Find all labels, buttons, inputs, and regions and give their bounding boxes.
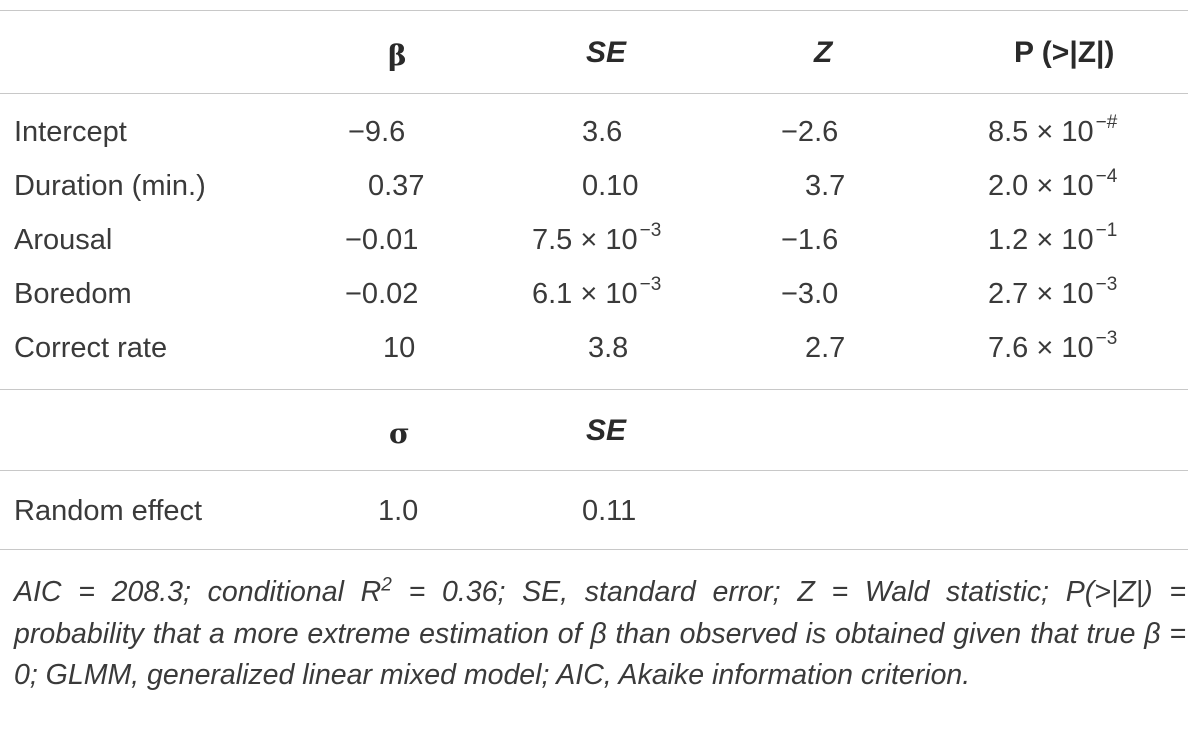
cell-sigma-random-effect: 1.0 — [378, 495, 419, 527]
cell-beta-arousal: −0.01 — [345, 224, 419, 256]
cell-z-boredom: −3.0 — [781, 278, 839, 310]
row-label-arousal: Arousal — [14, 224, 113, 256]
random-header-rule — [0, 470, 1188, 471]
section-rule — [0, 389, 1188, 390]
table-footnote: AIC = 208.3; conditional R2 = 0.36; SE, … — [14, 574, 1186, 692]
row-label-intercept: Intercept — [14, 116, 127, 148]
cell-z-arousal: −1.6 — [781, 224, 839, 256]
cell-beta-duration: 0.37 — [368, 170, 425, 202]
cell-se-random-effect: 0.11 — [582, 495, 637, 527]
header-rule — [0, 93, 1188, 94]
row-label-random-effect: Random effect — [14, 495, 203, 527]
table-top-rule — [0, 10, 1188, 11]
cell-se-duration: 0.10 — [582, 170, 639, 202]
cell-z-duration: 3.7 — [805, 170, 846, 202]
cell-se-intercept: 3.6 — [582, 116, 623, 148]
header-se: SE — [586, 36, 627, 69]
cell-p-boredom: 2.7 × 10 −3 — [988, 274, 1118, 310]
header-beta: β — [388, 39, 407, 72]
header-p: P (>|Z|) — [1014, 36, 1115, 69]
row-label-correct-rate: Correct rate — [14, 332, 168, 364]
cell-se-arousal: 7.5 × 10 −3 — [532, 220, 662, 256]
cell-beta-intercept: −9.6 — [348, 116, 406, 148]
header-z: Z — [814, 36, 833, 69]
header-se-random: SE — [586, 414, 627, 447]
cell-p-duration: 2.0 × 10 −4 — [988, 166, 1118, 202]
cell-beta-correct-rate: 10 — [383, 332, 416, 364]
cell-se-boredom: 6.1 × 10 −3 — [532, 274, 662, 310]
header-sigma: σ — [389, 417, 410, 450]
cell-se-correct-rate: 3.8 — [588, 332, 629, 364]
cell-p-intercept: 8.5 × 10 −# — [988, 112, 1118, 148]
cell-p-arousal: 1.2 × 10 −1 — [988, 220, 1118, 256]
cell-beta-boredom: −0.02 — [345, 278, 419, 310]
cell-z-correct-rate: 2.7 — [805, 332, 846, 364]
row-label-boredom: Boredom — [14, 278, 132, 310]
cell-p-correct-rate: 7.6 × 10 −3 — [988, 328, 1118, 364]
table-bottom-rule — [0, 549, 1188, 550]
cell-z-intercept: −2.6 — [781, 116, 839, 148]
row-label-duration: Duration (min.) — [14, 170, 206, 202]
